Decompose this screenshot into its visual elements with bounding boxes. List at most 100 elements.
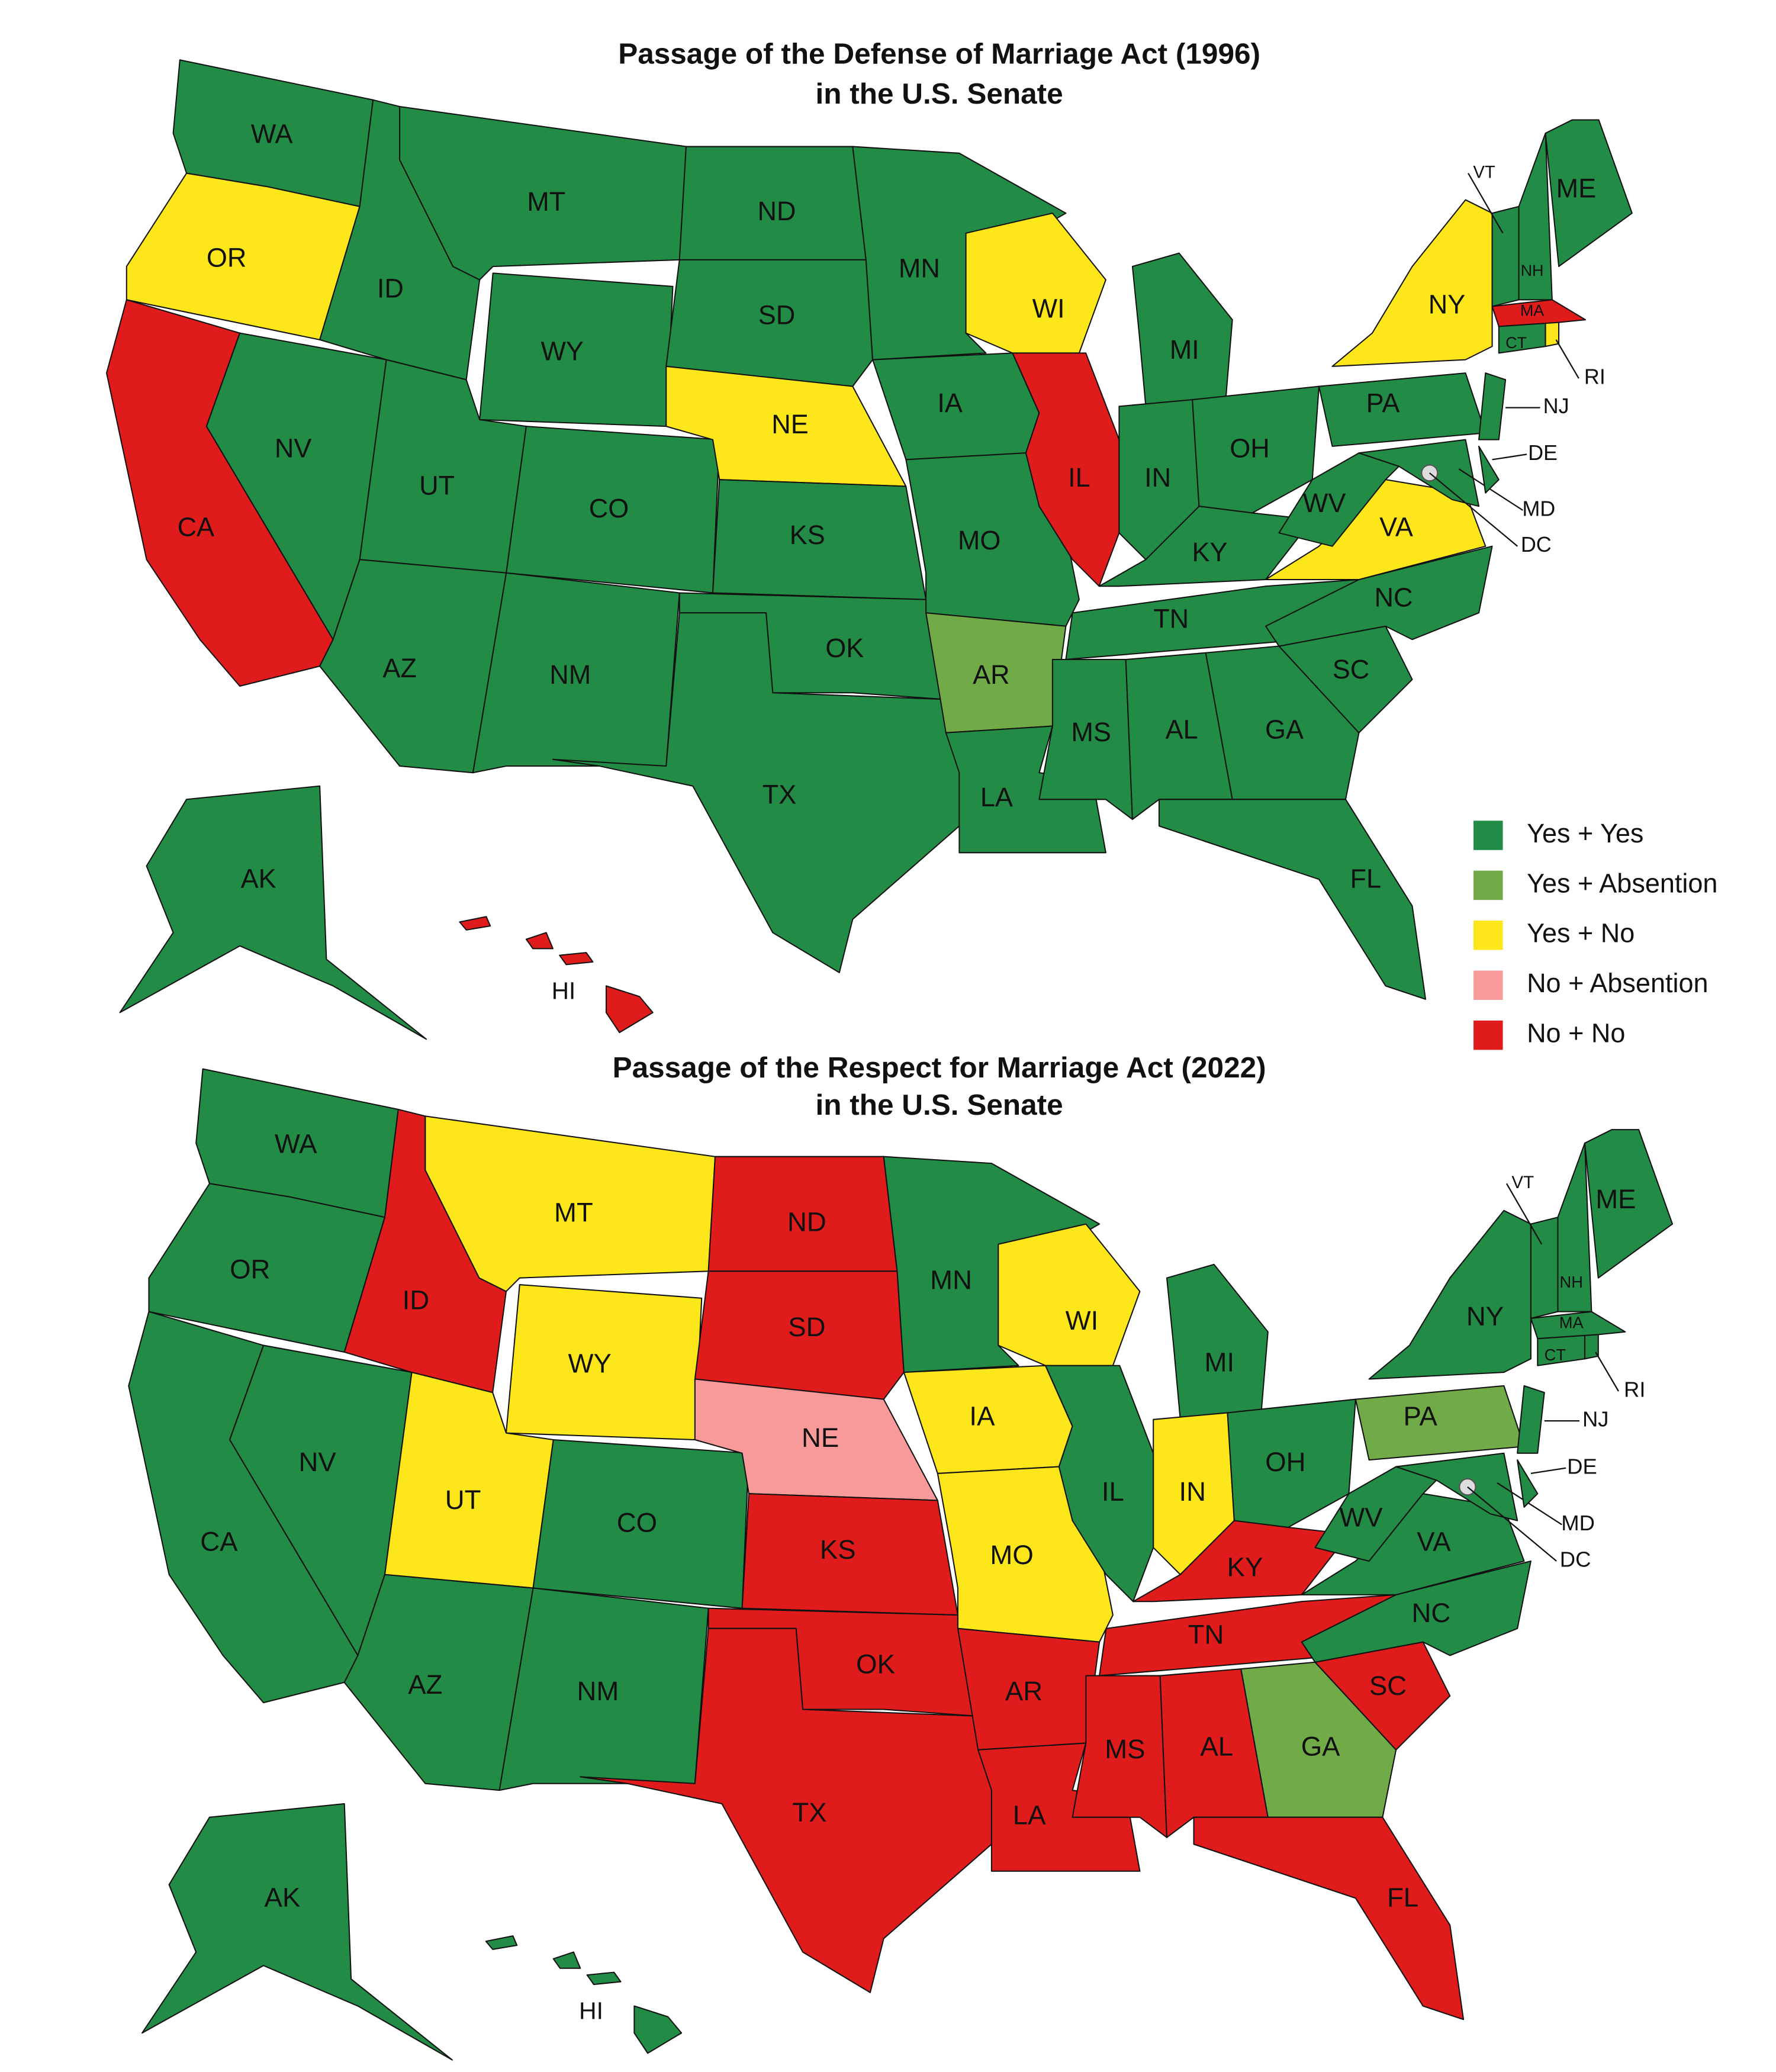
state-label: NV	[275, 433, 312, 464]
state-shape	[1478, 372, 1507, 440]
state-shape	[945, 725, 1106, 854]
state-label: UT	[445, 1485, 481, 1515]
state-shape	[485, 1935, 683, 2054]
map-subtitle: in the U.S. Senate	[816, 78, 1063, 110]
state-label: NM	[549, 659, 591, 690]
state-shape	[141, 1803, 453, 2061]
state-shape	[1012, 352, 1120, 587]
legend-swatch	[1473, 1020, 1503, 1050]
state-shape	[1240, 1661, 1397, 1818]
state-label: NH	[1521, 262, 1544, 279]
state-label: NY	[1466, 1301, 1504, 1331]
state-label: NJ	[1543, 394, 1569, 418]
state-label: WY	[568, 1349, 612, 1379]
state-label: LA	[1013, 1800, 1046, 1830]
state-label: VT	[1511, 1173, 1534, 1192]
leader-line	[1505, 1183, 1543, 1245]
leader-line	[1530, 1467, 1566, 1475]
state-label: NE	[802, 1423, 839, 1453]
state-label: CT	[1545, 1346, 1566, 1364]
state-label: WY	[540, 336, 584, 366]
state-shape	[1478, 445, 1500, 494]
state-label: FL	[1350, 863, 1382, 893]
state-label: WI	[1066, 1305, 1099, 1336]
legend-swatch	[1473, 921, 1503, 950]
legend-label: Yes + No	[1527, 918, 1635, 948]
state-label: VA	[1379, 511, 1413, 542]
state-label: MA	[1520, 302, 1544, 320]
state-label: TX	[762, 780, 797, 810]
state-label: SC	[1369, 1671, 1407, 1701]
state-shape	[1545, 119, 1633, 268]
dc-marker	[1459, 1478, 1476, 1496]
state-label: DE	[1567, 1454, 1597, 1478]
state-label: KS	[820, 1534, 856, 1565]
state-label: UT	[419, 471, 455, 501]
state-label: IL	[1102, 1476, 1124, 1507]
legend-label: Yes + Absention	[1527, 868, 1717, 898]
state-label: IN	[1179, 1476, 1206, 1507]
state-shape	[1354, 1385, 1525, 1461]
state-label: HI	[552, 977, 576, 1004]
state-label: ID	[377, 273, 404, 303]
state-shape	[1518, 133, 1553, 301]
state-label: ME	[1595, 1184, 1636, 1214]
state-label: ND	[758, 196, 796, 226]
state-label: MN	[899, 253, 940, 284]
state-label: DC	[1521, 532, 1552, 556]
state-label: MT	[554, 1198, 593, 1228]
state-shape	[1368, 1209, 1532, 1380]
state-label: MO	[990, 1540, 1033, 1570]
state-label: MD	[1561, 1511, 1595, 1535]
state-label: MS	[1071, 717, 1111, 747]
state-label: SD	[758, 300, 796, 330]
state-label: NC	[1411, 1598, 1450, 1628]
state-label: OR	[207, 243, 246, 273]
leader-line	[1429, 472, 1518, 547]
state-label: AK	[241, 863, 276, 893]
state-label: MI	[1170, 334, 1199, 365]
state-label: IA	[969, 1401, 995, 1431]
state-label: PA	[1403, 1401, 1437, 1431]
state-shape	[1227, 1398, 1356, 1529]
state-label: NJ	[1582, 1407, 1609, 1431]
state-shape	[1158, 799, 1427, 1000]
state-label: NV	[299, 1447, 337, 1477]
state-label: CO	[589, 493, 629, 523]
state-label: MD	[1522, 496, 1555, 520]
map-title: Passage of the Respect for Marriage Act …	[613, 1051, 1266, 1084]
state-label: OK	[856, 1649, 895, 1680]
state-label: MS	[1105, 1734, 1145, 1764]
state-label: WI	[1032, 293, 1065, 323]
state-shape	[1132, 1520, 1350, 1603]
state-label: IN	[1144, 462, 1171, 493]
state-label: AK	[265, 1883, 301, 1913]
state-label: ID	[403, 1285, 430, 1315]
state-label: AR	[1005, 1676, 1043, 1706]
legend-swatch	[1473, 821, 1503, 850]
state-label: NC	[1375, 583, 1413, 613]
state-shape	[1192, 385, 1320, 514]
state-label: FL	[1387, 1883, 1418, 1913]
state-shape	[459, 916, 654, 1034]
state-label: KY	[1192, 537, 1227, 567]
state-label: WA	[275, 1129, 317, 1159]
leader-line	[1595, 1352, 1619, 1392]
state-label: LA	[980, 782, 1013, 812]
state-label: ME	[1556, 173, 1597, 204]
state-label: TN	[1153, 604, 1189, 634]
state-label: HI	[579, 1997, 603, 2025]
state-label: OR	[230, 1254, 270, 1284]
state-label: TX	[792, 1797, 826, 1828]
state-shape	[1517, 1385, 1545, 1454]
state-label: RI	[1624, 1378, 1645, 1402]
state-label: DC	[1560, 1547, 1591, 1572]
leader-line	[1458, 468, 1523, 511]
state-shape	[1318, 372, 1487, 447]
state-label: MT	[527, 186, 565, 217]
leader-line	[1468, 173, 1504, 234]
state-label: GA	[1265, 714, 1304, 744]
state-label: SD	[788, 1312, 825, 1342]
state-label: KY	[1227, 1552, 1263, 1582]
